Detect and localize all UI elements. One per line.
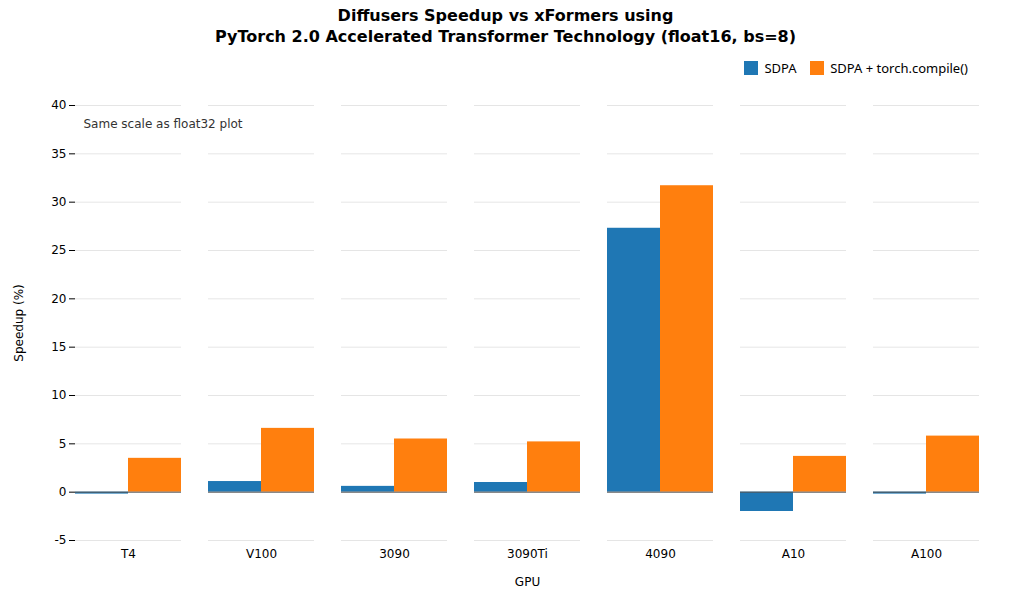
svg-text:4090: 4090	[645, 547, 676, 561]
svg-text:Same scale as float32 plot: Same scale as float32 plot	[84, 117, 243, 131]
html-text:SDPA + torch.compile(): SDPA + torch.compile()	[830, 59, 968, 78]
svg-text:T4: T4	[120, 547, 136, 561]
svg-text:10: 10	[51, 388, 66, 402]
svg-text:V100: V100	[246, 547, 277, 561]
svg-text:5: 5	[59, 437, 67, 451]
svg-text:-5: -5	[55, 533, 67, 547]
svg-text:20: 20	[51, 292, 66, 306]
svg-text:0: 0	[59, 485, 67, 499]
svg-text:A10: A10	[782, 547, 805, 561]
svg-text:40: 40	[51, 98, 66, 112]
svg-text:A100: A100	[911, 547, 942, 561]
svg-text:GPU: GPU	[515, 575, 540, 589]
html-text:SDPA: SDPA	[764, 59, 797, 78]
svg-text:15: 15	[51, 340, 66, 354]
svg-text:3090: 3090	[379, 547, 410, 561]
svg-text:35: 35	[51, 147, 66, 161]
svg-text:25: 25	[51, 243, 66, 257]
svg-text:Speedup (%): Speedup (%)	[12, 284, 26, 361]
svg-text:3090Ti: 3090Ti	[507, 547, 548, 561]
html-text:Diffusers Speedup vs xFormers: Diffusers Speedup vs xFormers using PyTo…	[215, 6, 796, 46]
svg-text:30: 30	[51, 195, 66, 209]
